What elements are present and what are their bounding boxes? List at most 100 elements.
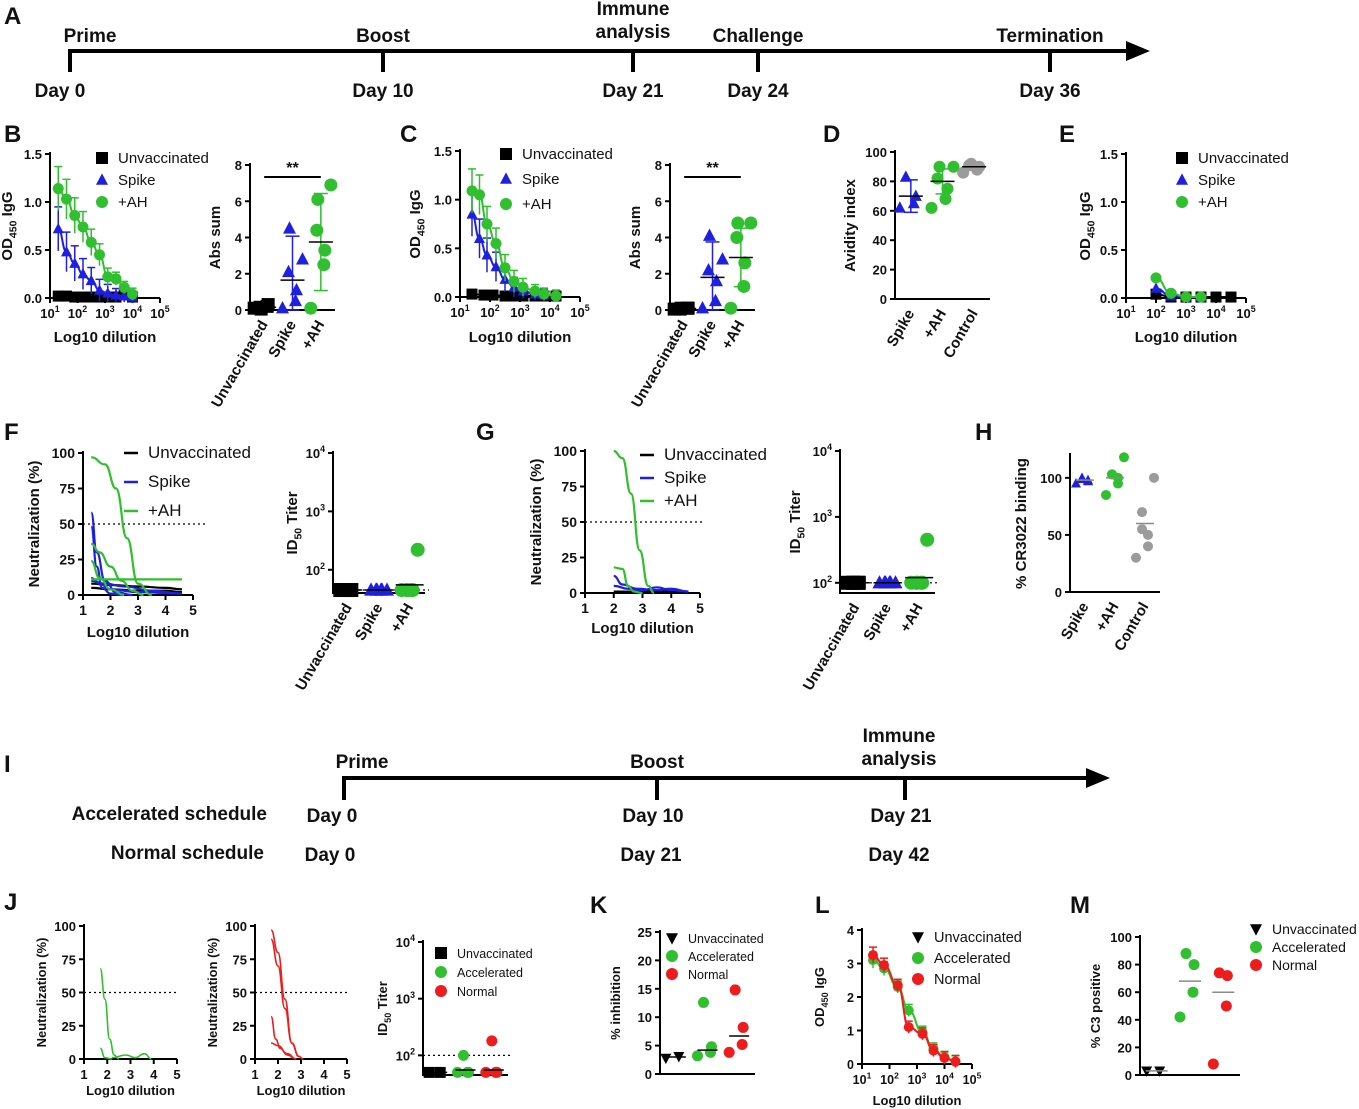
y-tick-label: 20 (873, 263, 887, 278)
y-tick-label: 0.5 (1100, 243, 1118, 258)
y-tick-label: 2 (655, 267, 662, 282)
y-tick-label: 102 (813, 574, 832, 591)
event-label: analysis (596, 22, 671, 43)
data-point-ahah (61, 193, 72, 205)
x-tick-label: 103 (95, 304, 114, 321)
data-point-accelerated (1188, 959, 1200, 971)
event-day-accelerated: Day 0 (307, 806, 358, 827)
event-day-normal: Day 0 (305, 845, 356, 866)
y-tick-label: 50 (59, 516, 75, 532)
event-day-label: Day 24 (727, 81, 789, 102)
data-point-ahah (744, 216, 758, 230)
y-tick-label: 104 (396, 933, 415, 950)
data-point-ahah (52, 183, 64, 195)
series-line-accelerated (99, 967, 120, 1060)
legend-marker (1176, 152, 1188, 164)
x-tick-label: 103 (1176, 304, 1195, 321)
y-tick-label: 80 (1118, 958, 1132, 973)
y-tick-label: 50 (561, 514, 577, 530)
data-point-spike (110, 289, 122, 300)
data-point-control (965, 157, 978, 170)
x-tick-label: 101 (853, 1070, 872, 1087)
data-point-spike (703, 228, 716, 241)
data-point-control (1137, 524, 1147, 535)
y-tick-label: 0 (645, 1067, 652, 1082)
x-tick-label: 5 (696, 600, 704, 616)
data-point-ahah (102, 271, 114, 283)
data-point-ahah (925, 201, 938, 214)
legend-label: Spike (1198, 172, 1236, 189)
timeline-arrowhead (1126, 41, 1150, 61)
y-axis-label: % CR3022 binding (1013, 458, 1030, 589)
legend-label: +AH (522, 196, 552, 213)
data-point-ahah (310, 223, 324, 237)
legend-label: +AH (118, 194, 148, 211)
data-point-normal (868, 950, 878, 961)
y-axis-label: % C3 positive (1088, 964, 1103, 1049)
data-point-spike (877, 575, 892, 589)
x-tick-label: 104 (935, 1070, 954, 1087)
y-tick-label: 75 (233, 952, 247, 967)
x-tick-label: 102 (480, 303, 499, 320)
x-tick-label: 101 (40, 304, 59, 321)
panel-label-M: M (1070, 892, 1090, 919)
y-tick-label: 4 (655, 231, 663, 246)
legend-label: Normal (934, 972, 981, 988)
legend-label: Unvaccinated (148, 443, 251, 462)
x-tick-label: 2 (107, 602, 115, 618)
y-tick-label: 20 (1118, 1040, 1132, 1055)
y-axis-label: ID50 Titer (375, 981, 393, 1036)
data-point-spike (52, 222, 64, 234)
series-line-spike (90, 525, 122, 597)
y-tick-label: 75 (561, 479, 577, 495)
x-tick-label: 105 (1236, 304, 1255, 321)
panel-label-A: A (4, 3, 21, 30)
data-point-spike (474, 232, 485, 243)
x-tick-label: 2 (104, 1067, 111, 1082)
data-point-normal (1220, 1000, 1232, 1012)
y-tick-label: 0 (1055, 585, 1062, 600)
y-tick-label: 40 (873, 233, 887, 248)
legend-label: Normal (457, 985, 497, 999)
x-tick-label: 1 (581, 600, 589, 616)
y-tick-label: 104 (306, 444, 325, 461)
y-tick-label: 4 (847, 924, 854, 938)
data-point-ahah (737, 279, 751, 293)
legend-label: Spike (118, 172, 156, 189)
data-point-spike (380, 582, 394, 596)
data-point-spike (61, 245, 72, 257)
x-tick-label: 1 (251, 1067, 258, 1082)
y-tick-label: 8 (655, 158, 662, 173)
data-point-spike (369, 582, 383, 596)
y-axis-label: Neutralization (%) (26, 461, 43, 588)
y-tick-label: 103 (306, 503, 325, 520)
timeline-arrowhead (1086, 768, 1110, 788)
data-point-ahah (529, 285, 541, 297)
data-point-spike (94, 284, 105, 295)
data-point-spike (77, 267, 89, 279)
data-point-accelerated (462, 1066, 473, 1078)
x-tick-label: 5 (343, 1067, 350, 1082)
data-point-spike (69, 257, 81, 268)
legend-marker (500, 198, 512, 210)
data-point-ahah (724, 301, 738, 315)
data-point-ahah (909, 575, 924, 590)
data-point-spike (290, 282, 303, 296)
y-tick-label: 103 (813, 508, 832, 525)
y-tick-label: 1.5 (24, 147, 42, 162)
x-tick-label: 1 (80, 1067, 87, 1082)
series-line-spike (91, 579, 183, 595)
data-point-normal (917, 1028, 928, 1039)
y-tick-label: 5 (645, 1039, 652, 1054)
series-line-ahah (57, 187, 133, 296)
series-line-ahah (613, 566, 643, 595)
panel-label-F: F (4, 419, 19, 446)
y-tick-label: 100 (52, 445, 76, 461)
data-point-unvaccinated (77, 291, 89, 303)
y-tick-label: 0.0 (1100, 291, 1118, 306)
timeline-i: Accelerated schedule Normal schedule Prime… (72, 726, 1110, 866)
y-axis-label: Neutralization (%) (205, 938, 220, 1048)
y-tick-label: 0.0 (434, 290, 452, 305)
y-tick-label: 3 (847, 958, 854, 972)
y-tick-label: 6 (235, 194, 242, 209)
